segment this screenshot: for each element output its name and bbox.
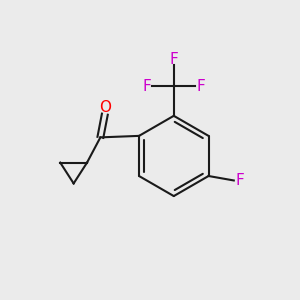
Text: F: F [169, 52, 178, 67]
Text: F: F [197, 79, 206, 94]
Text: O: O [99, 100, 111, 115]
Text: F: F [142, 79, 151, 94]
Text: F: F [236, 173, 245, 188]
